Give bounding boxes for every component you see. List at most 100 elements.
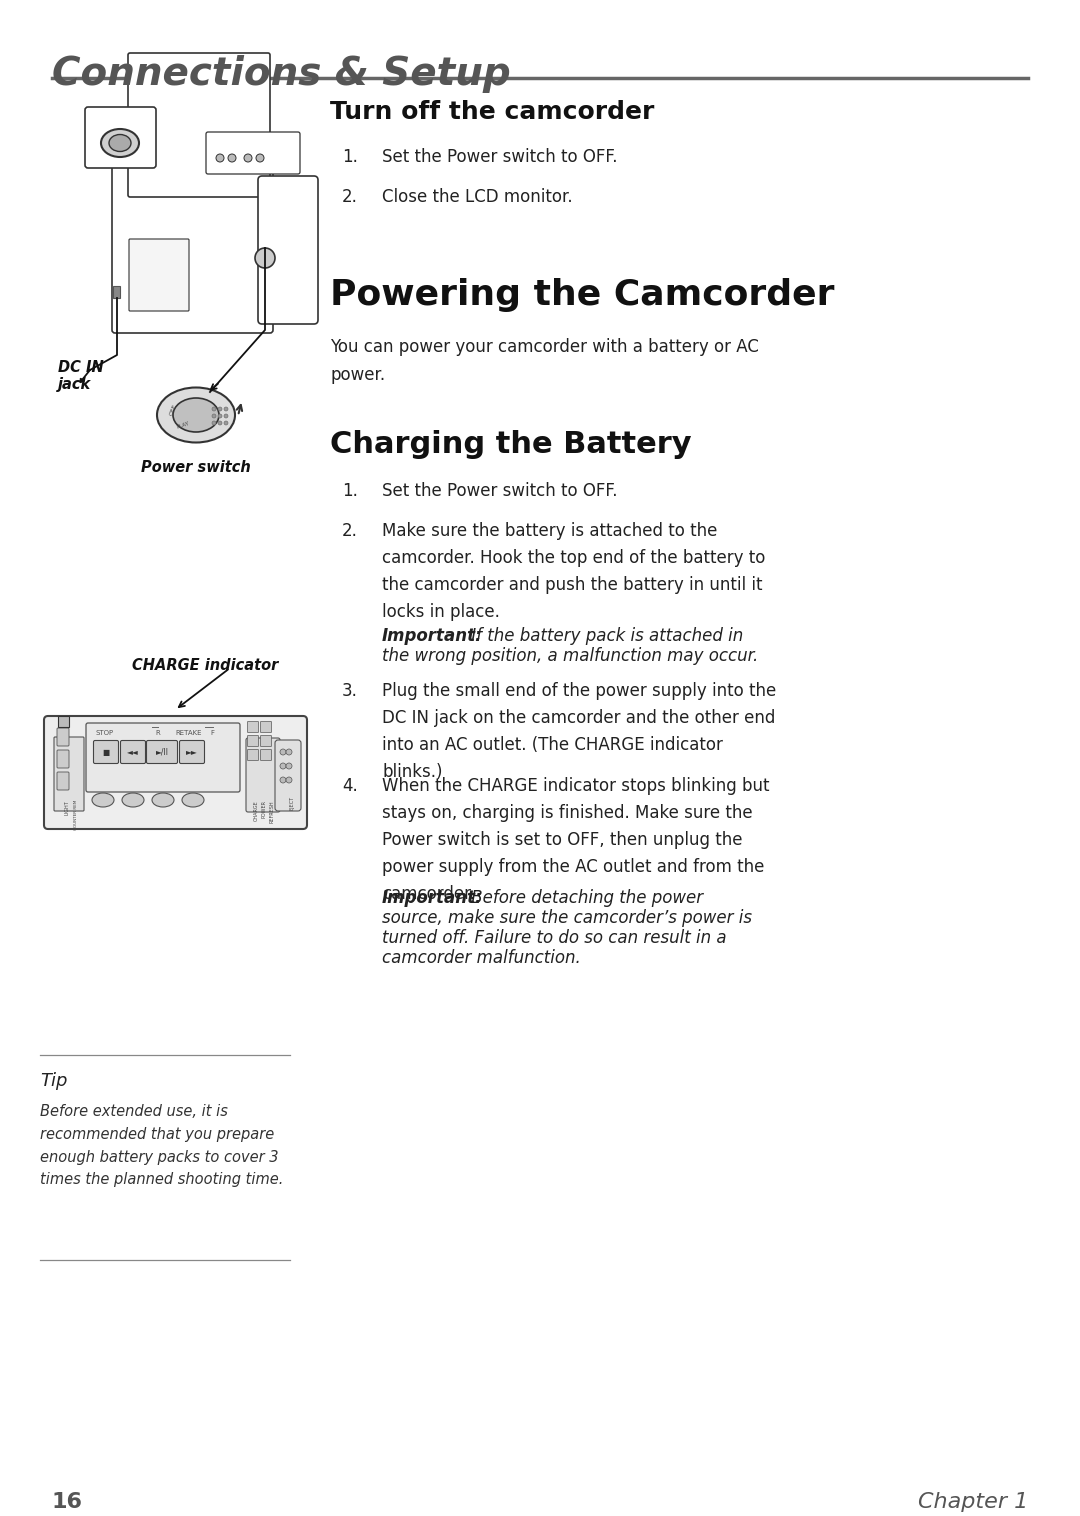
Text: Close the LCD monitor.: Close the LCD monitor. [382,188,572,206]
Text: 2.: 2. [342,188,357,206]
Ellipse shape [157,388,235,443]
Text: ◄◄: ◄◄ [127,747,139,756]
Text: 1.: 1. [342,482,357,500]
Circle shape [224,421,228,424]
Text: OFF: OFF [168,403,177,417]
Circle shape [212,421,216,424]
FancyBboxPatch shape [112,152,273,334]
Circle shape [137,262,143,268]
Circle shape [256,155,264,162]
Text: Power switch: Power switch [141,459,251,475]
Text: Important:: Important: [382,628,483,644]
Circle shape [218,421,222,424]
Text: Turn off the camcorder: Turn off the camcorder [330,100,654,124]
Circle shape [137,274,143,280]
Circle shape [212,406,216,411]
Circle shape [244,155,252,162]
FancyBboxPatch shape [57,728,69,746]
Text: Tip: Tip [40,1072,67,1090]
FancyBboxPatch shape [57,750,69,769]
Text: STOP: STOP [95,731,113,735]
FancyBboxPatch shape [246,738,280,813]
Text: EJECT: EJECT [289,796,295,810]
Text: 16: 16 [52,1492,83,1511]
FancyBboxPatch shape [260,749,271,761]
FancyBboxPatch shape [260,722,271,732]
FancyBboxPatch shape [260,735,271,746]
Text: REFRESH: REFRESH [270,800,274,823]
FancyBboxPatch shape [179,740,204,764]
Text: 2.: 2. [342,522,357,540]
Text: Make sure the battery is attached to the
camcorder. Hook the top end of the batt: Make sure the battery is attached to the… [382,522,766,622]
Circle shape [218,414,222,418]
FancyBboxPatch shape [147,740,177,764]
Circle shape [280,763,286,769]
FancyBboxPatch shape [54,737,84,811]
Circle shape [228,155,237,162]
Ellipse shape [109,135,131,152]
FancyBboxPatch shape [57,716,68,726]
Circle shape [286,763,292,769]
Circle shape [148,249,154,255]
Text: 3.: 3. [342,682,357,700]
Text: If the battery pack is attached in: If the battery pack is attached in [465,628,743,644]
Text: turned off. Failure to do so can result in a: turned off. Failure to do so can result … [382,929,727,948]
Text: ►/II: ►/II [156,747,168,756]
Text: RETAKE: RETAKE [175,731,202,735]
Text: Set the Power switch to OFF.: Set the Power switch to OFF. [382,482,618,500]
FancyBboxPatch shape [275,740,301,811]
Circle shape [286,778,292,782]
FancyBboxPatch shape [206,132,300,174]
Text: You can power your camcorder with a battery or AC
power.: You can power your camcorder with a batt… [330,338,759,384]
Ellipse shape [102,129,139,158]
Text: source, make sure the camcorder’s power is: source, make sure the camcorder’s power … [382,910,752,926]
Circle shape [280,778,286,782]
Text: Set the Power switch to OFF.: Set the Power switch to OFF. [382,149,618,165]
Text: Connections & Setup: Connections & Setup [52,55,511,92]
Text: Before detaching the power: Before detaching the power [465,888,703,907]
Circle shape [137,249,143,255]
FancyBboxPatch shape [86,723,240,791]
FancyBboxPatch shape [94,740,119,764]
Circle shape [286,749,292,755]
Text: POWER: POWER [261,800,267,819]
FancyBboxPatch shape [57,772,69,790]
Text: Chapter 1: Chapter 1 [918,1492,1028,1511]
Text: Before extended use, it is
recommended that you prepare
enough battery packs to : Before extended use, it is recommended t… [40,1104,283,1187]
Text: Important:: Important: [382,888,483,907]
Circle shape [148,262,154,268]
Text: ■: ■ [103,747,110,756]
Text: LIGHT: LIGHT [65,800,69,814]
Text: 1.: 1. [342,149,357,165]
FancyBboxPatch shape [247,735,258,746]
Ellipse shape [183,793,204,807]
Ellipse shape [152,793,174,807]
Circle shape [218,406,222,411]
Text: the wrong position, a malfunction may occur.: the wrong position, a malfunction may oc… [382,647,758,666]
Ellipse shape [122,793,144,807]
Circle shape [148,274,154,280]
Ellipse shape [92,793,114,807]
FancyBboxPatch shape [258,176,318,324]
Text: COUNTER REM: COUNTER REM [75,800,78,831]
Circle shape [216,155,224,162]
Text: DC IN
jack: DC IN jack [58,359,104,393]
FancyBboxPatch shape [129,240,189,311]
Text: When the CHARGE indicator stops blinking but
stays on, charging is finished. Mak: When the CHARGE indicator stops blinking… [382,778,769,904]
FancyBboxPatch shape [85,108,156,168]
Text: camcorder malfunction.: camcorder malfunction. [382,949,581,967]
Text: F: F [210,731,214,735]
Text: Charging the Battery: Charging the Battery [330,431,691,459]
Text: R: R [156,731,160,735]
Circle shape [280,749,286,755]
Circle shape [224,414,228,418]
Circle shape [255,249,275,268]
FancyBboxPatch shape [121,740,146,764]
Text: CHARGE: CHARGE [254,800,258,820]
Circle shape [212,414,216,418]
FancyBboxPatch shape [247,749,258,761]
FancyBboxPatch shape [113,287,120,299]
Ellipse shape [173,399,219,432]
Text: Plug the small end of the power supply into the
DC IN jack on the camcorder and : Plug the small end of the power supply i… [382,682,777,781]
Text: 4.: 4. [342,778,357,794]
